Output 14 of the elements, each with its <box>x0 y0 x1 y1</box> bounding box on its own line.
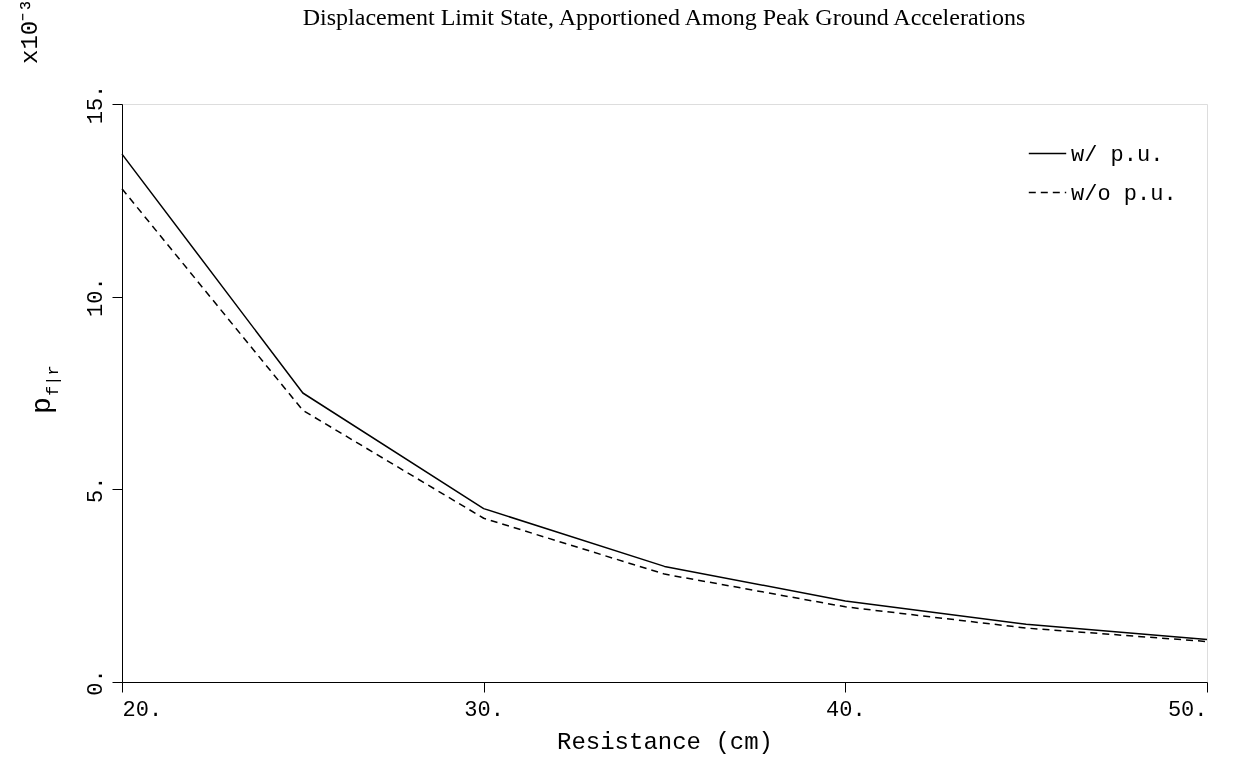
y-tick-label: 5. <box>83 476 109 504</box>
y-tick-label: 15. <box>83 84 109 125</box>
y-tick-label: 10. <box>83 277 109 317</box>
y-tick-label: 0. <box>83 669 109 696</box>
x-tick-label: 20. <box>122 697 163 723</box>
x-tick-label: 50. <box>1167 697 1208 723</box>
legend-label: w/o p.u. <box>1071 181 1177 207</box>
chart-title: Displacement Limit State, Apportioned Among Peak Ground Accelerations <box>302 4 1026 30</box>
x-tick-label: 40. <box>826 697 866 723</box>
y-axis-title: pf|r <box>27 365 63 414</box>
text: x10⁻³ <box>17 0 44 64</box>
x-axis-title: Resistance (cm) <box>556 728 774 756</box>
x-tick-label: 30. <box>464 697 504 723</box>
legend-label: w/ p.u. <box>1071 142 1164 168</box>
